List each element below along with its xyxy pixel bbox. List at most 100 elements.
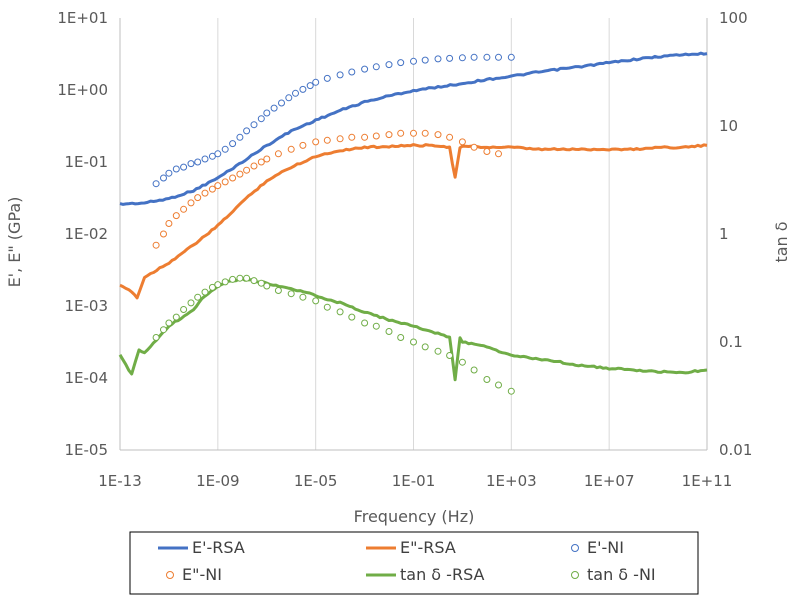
- data-point-e-ni: [187, 160, 195, 168]
- legend-item-e-rsa: E'-RSA: [158, 538, 245, 557]
- y-tick-label: 1E-01: [64, 153, 108, 171]
- data-point-e-ni: [165, 220, 173, 227]
- data-point-e-ni: [434, 55, 442, 63]
- data-point-e-ni: [458, 54, 466, 62]
- data-point-e-ni: [236, 170, 244, 178]
- data-point-e-ni: [257, 115, 265, 123]
- data-point-e-ni: [397, 59, 405, 67]
- data-point-tan-ni: [257, 279, 265, 287]
- data-point-tan-ni: [323, 303, 331, 311]
- series-e-rsa: [119, 51, 708, 206]
- y-tick-label: 1E+01: [57, 9, 108, 27]
- data-point-tan-ni: [194, 293, 202, 301]
- x-tick-label: 1E-13: [98, 472, 142, 490]
- data-point-e-ni: [180, 205, 188, 213]
- data-point-e-ni: [263, 109, 271, 117]
- data-point-tan-ni: [208, 283, 216, 291]
- data-point-e-ni: [446, 133, 454, 141]
- x-axis-title: Frequency (Hz): [354, 507, 475, 526]
- data-point-e-ni: [306, 82, 314, 90]
- data-point-e-ni: [160, 230, 167, 238]
- data-point-tan-ni: [434, 347, 442, 355]
- y2-tick-label: 0.1: [719, 333, 743, 351]
- data-point-e-ni: [495, 150, 502, 158]
- y-tick-label: 1E-03: [64, 297, 108, 315]
- legend-item-e-ni: E'-NI: [571, 538, 624, 557]
- data-point-e-ni: [495, 53, 502, 61]
- data-point-tan-ni: [172, 313, 180, 321]
- legend-label: tan δ -RSA: [400, 565, 485, 584]
- data-point-tan-ni: [458, 358, 466, 366]
- y2-tick-label: 1: [719, 225, 729, 243]
- data-point-tan-ni: [361, 319, 369, 327]
- data-point-e-ni: [410, 57, 417, 65]
- legend-swatch: [166, 571, 174, 579]
- data-point-e-ni: [483, 148, 491, 155]
- data-point-e-ni: [257, 158, 265, 166]
- x-tick-label: 1E+07: [584, 472, 635, 490]
- y-tick-label: 1E+00: [57, 81, 108, 99]
- data-point-e-ni: [214, 150, 222, 158]
- data-point-e-ni: [323, 74, 331, 82]
- data-point-tan-ni: [312, 297, 320, 305]
- data-point-e-ni: [214, 182, 222, 190]
- data-point-tan-ni: [243, 274, 251, 282]
- legend-swatch: [571, 571, 579, 579]
- tick-labels: 1E-13 1E-09 1E-05 1E-01 1E+03 1E+07 1E+11 1E-05…: [57, 9, 752, 490]
- data-point-tan-ni: [263, 282, 271, 290]
- data-point-tan-ni: [160, 326, 167, 334]
- data-point-e-ni: [421, 56, 429, 64]
- x-tick-label: 1E-01: [392, 472, 436, 490]
- y-tick-label: 1E-04: [64, 369, 108, 387]
- axes: [119, 18, 708, 451]
- data-point-e-ni: [180, 163, 188, 171]
- legend-item-e-rsa: E"-RSA: [366, 538, 456, 557]
- data-point-tan-ni: [274, 287, 282, 294]
- data-point-e-ni: [292, 89, 299, 97]
- data-point-e-ni: [470, 143, 478, 151]
- data-point-tan-ni: [483, 376, 491, 383]
- data-point-e-ni: [299, 141, 307, 149]
- legend-item-tan-ni: tan δ -NI: [571, 565, 656, 584]
- data-point-e-ni: [250, 121, 258, 129]
- data-point-tan-ni: [180, 306, 188, 313]
- data-point-e-ni: [172, 165, 180, 173]
- data-point-e-ni: [446, 54, 454, 62]
- data-point-e-ni: [201, 189, 209, 197]
- series-e-ni: [152, 53, 515, 188]
- data-point-e-ni: [361, 133, 369, 141]
- data-point-e-ni: [312, 78, 320, 86]
- legend-label: E"-RSA: [400, 538, 456, 557]
- data-point-tan-ni: [385, 328, 393, 335]
- data-point-e-ni: [243, 166, 251, 174]
- data-point-e-ni: [458, 138, 466, 146]
- legend: E'-RSA E"-RSA E'-NI E"-NI tan δ -RSA tan δ -N…: [129, 531, 699, 595]
- data-point-e-ni: [274, 150, 282, 158]
- data-point-e-ni: [221, 145, 229, 153]
- data-point-e-ni: [348, 133, 356, 141]
- data-point-e-ni: [470, 53, 478, 61]
- legend-item-tan-rsa: tan δ -RSA: [366, 565, 485, 584]
- data-point-tan-ni: [214, 281, 222, 289]
- data-point-e-ni: [361, 65, 369, 73]
- data-point-e-ni: [336, 135, 344, 143]
- data-point-tan-ni: [165, 319, 173, 327]
- y2-tick-label: 10: [719, 117, 738, 135]
- data-point-tan-ni: [348, 313, 356, 321]
- y2-tick-label: 100: [719, 9, 748, 27]
- legend-label: E'-NI: [587, 538, 624, 557]
- data-point-tan-ni: [201, 288, 209, 296]
- data-point-e-ni: [208, 185, 216, 193]
- data-point-tan-ni: [287, 290, 295, 298]
- legend-swatch: [571, 544, 579, 552]
- data-point-e-ni: [152, 180, 160, 188]
- data-point-e-ni: [243, 127, 251, 135]
- data-point-tan-ni: [421, 343, 429, 351]
- data-point-e-ni: [221, 178, 229, 186]
- x-tick-label: 1E-05: [294, 472, 338, 490]
- data-point-tan-ni: [336, 308, 344, 316]
- data-point-tan-ni: [250, 277, 258, 285]
- data-point-tan-ni: [299, 293, 307, 301]
- data-point-tan-ni: [372, 322, 380, 330]
